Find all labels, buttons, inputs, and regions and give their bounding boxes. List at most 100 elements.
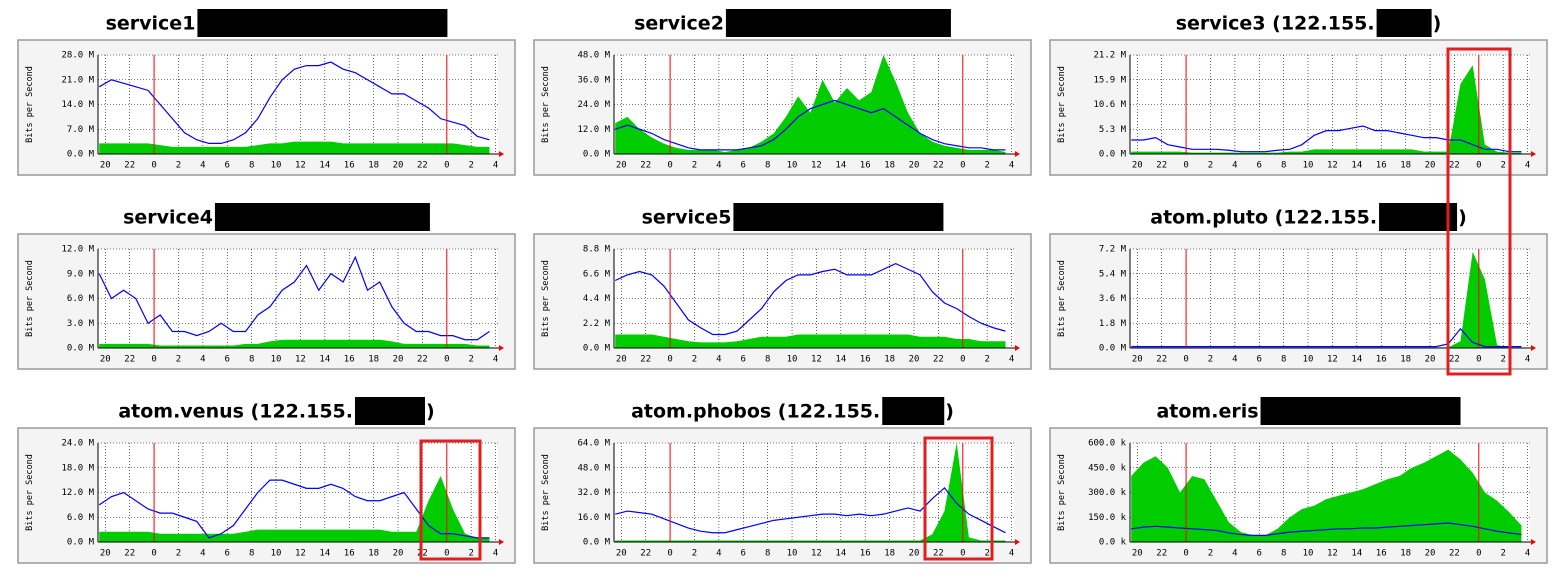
x-tick-label: 10 [787, 161, 798, 171]
x-tick-label: 20 [100, 355, 111, 365]
chart-title-end: ) [426, 401, 435, 423]
x-tick-label: 2 [692, 355, 697, 365]
chart: atom.phobos (122.155.) Bits per Second 0.0… [533, 397, 1032, 564]
y-tick-label: 2.2 M [583, 319, 611, 329]
redaction [197, 9, 448, 37]
y-tick-label: 24.0 M [577, 100, 610, 110]
x-tick-label: 2 [468, 161, 473, 171]
y-tick-label: 0.0 M [583, 344, 611, 354]
x-tick-label: 4 [1232, 355, 1237, 365]
y-axis-label: Bits per Second [1057, 454, 1067, 531]
y-tick-label: 48.0 M [577, 463, 610, 473]
out-traffic-line [615, 486, 1006, 534]
chart-title-group: atom.phobos (122.155.) [631, 397, 954, 425]
x-tick-label: 16 [1376, 549, 1387, 559]
x-tick-label: 14 [319, 355, 330, 365]
x-tick-label: 2 [1500, 161, 1505, 171]
chart-title: service4 [123, 207, 213, 229]
y-tick-label: 12.0 M [577, 125, 610, 135]
chart-title-end: ) [945, 401, 954, 423]
y-tick-label: 21.0 M [61, 75, 94, 85]
x-tick-label: 6 [741, 549, 746, 559]
x-tick-label: 0 [1183, 355, 1188, 365]
x-tick-label: 12 [1327, 161, 1338, 171]
x-tick-label: 12 [295, 549, 306, 559]
x-tick-label: 16 [344, 549, 355, 559]
x-tick-label: 4 [200, 549, 205, 559]
x-tick-label: 10 [271, 161, 282, 171]
x-tick-label: 10 [1303, 549, 1314, 559]
chart-title-end: ) [1458, 207, 1467, 229]
x-tick-label: 22 [933, 549, 944, 559]
y-tick-label: 0.0 M [583, 150, 611, 160]
axis-arrow [499, 345, 504, 351]
x-tick-label: 4 [1009, 549, 1014, 559]
y-tick-label: 64.0 M [577, 439, 610, 449]
x-tick-label: 2 [1208, 355, 1213, 365]
x-tick-label: 20 [1425, 355, 1436, 365]
x-tick-label: 4 [716, 161, 721, 171]
chart: atom.eris Bits per Second 0.0 k 150.0 k 300.… [1049, 397, 1548, 564]
y-tick-label: 24.0 M [61, 439, 94, 449]
redaction [733, 203, 944, 231]
chart-title: service2 [634, 13, 724, 35]
x-tick-label: 8 [1281, 161, 1286, 171]
x-tick-label: 2 [1500, 355, 1505, 365]
x-tick-label: 22 [124, 355, 135, 365]
x-tick-label: 10 [271, 355, 282, 365]
x-tick-label: 20 [909, 549, 920, 559]
y-tick-label: 3.6 M [1099, 294, 1127, 304]
x-tick-label: 8 [249, 549, 254, 559]
x-tick-label: 8 [1281, 355, 1286, 365]
chart-title: atom.phobos (122.155. [631, 401, 880, 423]
x-tick-label: 22 [1156, 161, 1167, 171]
redaction [1379, 203, 1458, 231]
y-axis-label: Bits per Second [25, 260, 35, 337]
redaction [725, 9, 951, 37]
out-traffic-line [98, 479, 490, 539]
y-tick-label: 0.0 M [1099, 150, 1127, 160]
x-tick-label: 18 [368, 161, 379, 171]
chart-grid: service1 Bits per Second 0.0 M 7.0 M 14.0 M 2… [17, 9, 1548, 564]
x-tick-label: 16 [1376, 161, 1387, 171]
x-tick-label: 22 [933, 355, 944, 365]
axis-arrow [1015, 539, 1020, 545]
x-tick-label: 8 [765, 549, 770, 559]
x-tick-label: 18 [368, 549, 379, 559]
x-tick-label: 12 [295, 161, 306, 171]
x-tick-label: 12 [1327, 549, 1338, 559]
x-tick-label: 18 [368, 355, 379, 365]
x-tick-label: 6 [741, 161, 746, 171]
x-tick-label: 14 [1351, 355, 1362, 365]
x-tick-label: 0 [444, 161, 449, 171]
y-tick-label: 21.2 M [1093, 51, 1126, 61]
y-tick-label: 300.0 k [1088, 488, 1127, 498]
x-tick-label: 20 [616, 355, 627, 365]
y-tick-label: 32.0 M [577, 488, 610, 498]
y-tick-label: 6.0 M [67, 513, 95, 523]
x-tick-label: 4 [200, 161, 205, 171]
y-tick-label: 18.0 M [61, 463, 94, 473]
out-traffic-line [98, 255, 490, 341]
x-tick-label: 12 [811, 549, 822, 559]
x-tick-label: 8 [249, 161, 254, 171]
x-tick-label: 4 [1232, 549, 1237, 559]
x-tick-label: 12 [295, 355, 306, 365]
in-traffic-area [99, 476, 490, 542]
x-tick-label: 20 [909, 355, 920, 365]
axis-arrow [499, 151, 504, 157]
x-tick-label: 0 [960, 355, 965, 365]
y-tick-label: 0.0 M [67, 150, 95, 160]
y-tick-label: 0.0 M [1099, 344, 1127, 354]
x-tick-label: 14 [319, 161, 330, 171]
y-tick-label: 16.0 M [577, 513, 610, 523]
x-tick-label: 22 [1449, 161, 1460, 171]
x-tick-label: 0 [960, 549, 965, 559]
y-axis-label: Bits per Second [1057, 66, 1067, 143]
chart-title-group: service2 [634, 9, 951, 37]
y-tick-label: 8.8 M [583, 245, 611, 255]
x-tick-label: 2 [1208, 161, 1213, 171]
x-tick-label: 0 [667, 355, 672, 365]
